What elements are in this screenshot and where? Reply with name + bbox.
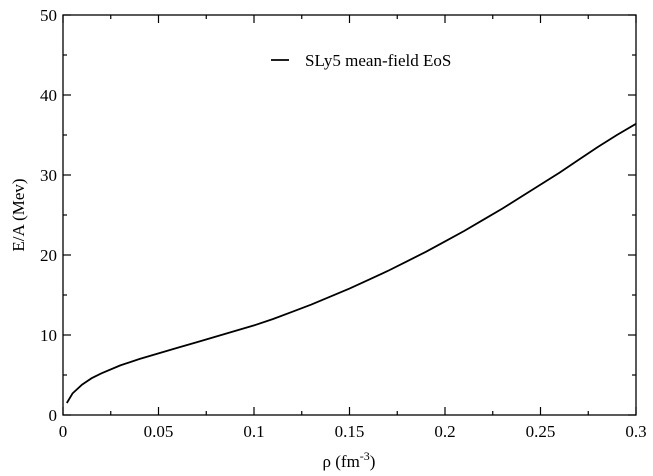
y-tick-label: 0 — [49, 406, 58, 425]
y-axis-ticks: 0 10 20 30 40 50 — [40, 6, 636, 425]
x-axis-title-exponent: -3 — [360, 449, 370, 463]
y-tick-label: 50 — [40, 6, 57, 25]
x-tick-label: 0.1 — [243, 422, 264, 441]
plot-frame — [62, 14, 637, 416]
x-tick-label: 0 — [59, 422, 68, 441]
y-tick-label: 10 — [40, 326, 57, 345]
x-axis-title-main: ρ (fm — [323, 452, 360, 471]
y-axis-title: E/A (Mev) — [9, 178, 28, 251]
y-tick-label: 40 — [40, 86, 57, 105]
x-axis-ticks: 0 0.05 0.1 0.15 0.2 0.25 0.3 — [59, 15, 647, 441]
x-tick-label: 0.05 — [144, 422, 174, 441]
y-tick-label: 30 — [40, 166, 57, 185]
series-line-sly5 — [66, 123, 637, 404]
x-tick-label: 0.25 — [526, 422, 556, 441]
y-tick-label: 20 — [40, 246, 57, 265]
x-axis-title-close: ) — [370, 452, 376, 471]
x-tick-label: 0.2 — [434, 422, 455, 441]
x-axis-title: ρ (fm-3) — [323, 449, 376, 471]
x-tick-label: 0.15 — [335, 422, 365, 441]
x-tick-label: 0.3 — [625, 422, 646, 441]
legend-label: SLy5 mean-field EoS — [305, 51, 451, 70]
